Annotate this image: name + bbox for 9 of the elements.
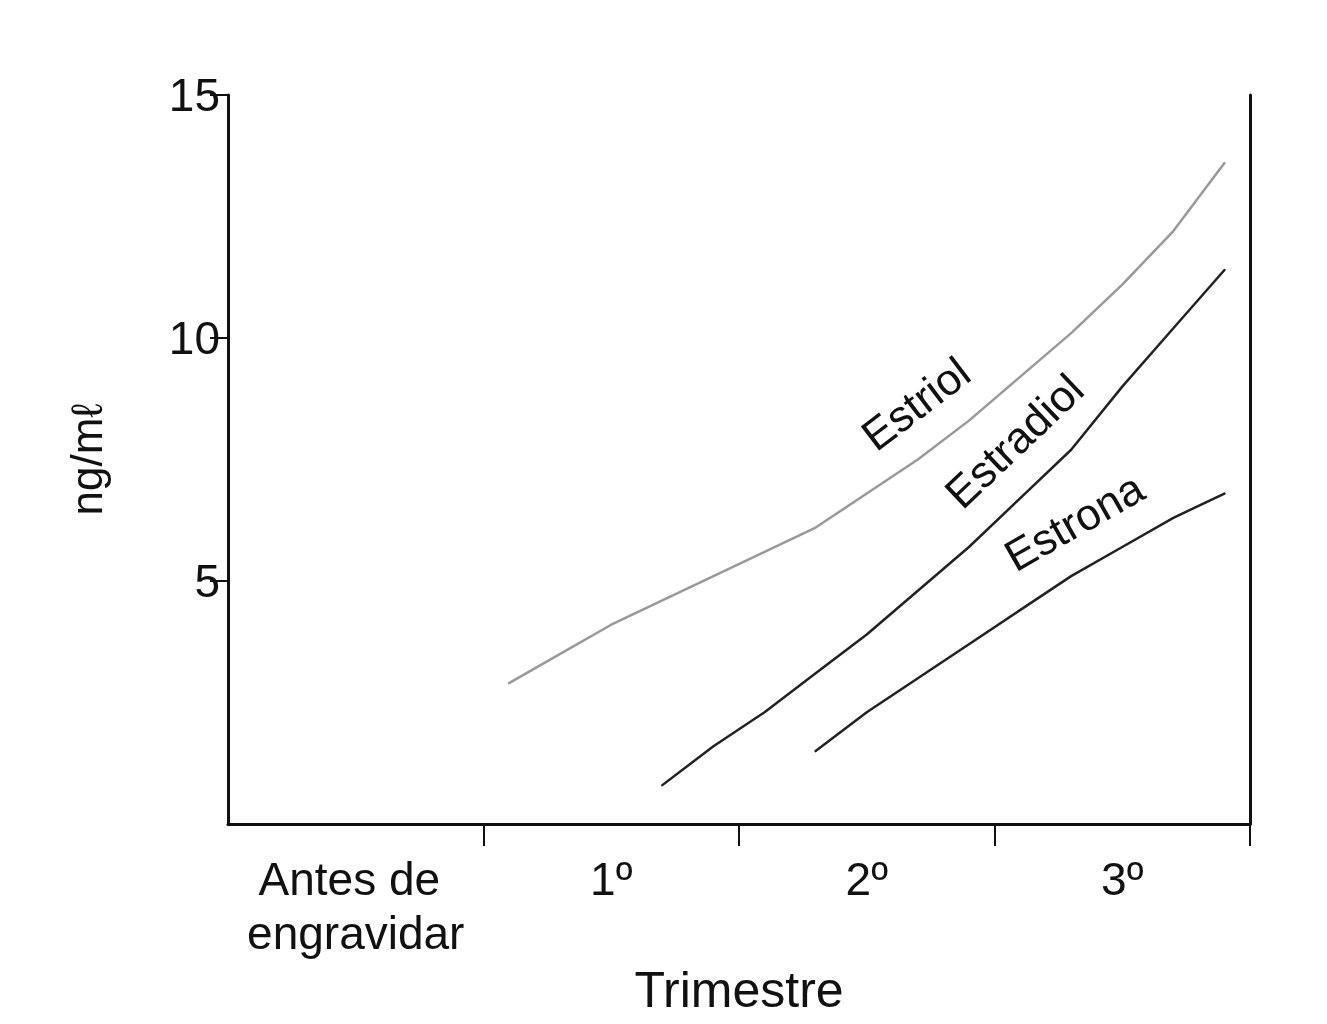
x-tick-label: 1º (590, 853, 633, 905)
y-tick-label: 5 (194, 555, 220, 607)
y-axis-title: ng/mℓ (61, 403, 111, 516)
y-tick-label: 10 (168, 312, 220, 364)
x-tick-label: 3º (1101, 853, 1144, 905)
x-axis-title: Trimestre (634, 961, 844, 1018)
x-tick-label: Antes de engravidar (247, 853, 465, 959)
y-tick-label: 15 (168, 69, 220, 121)
x-tick-label: 2º (845, 853, 889, 905)
